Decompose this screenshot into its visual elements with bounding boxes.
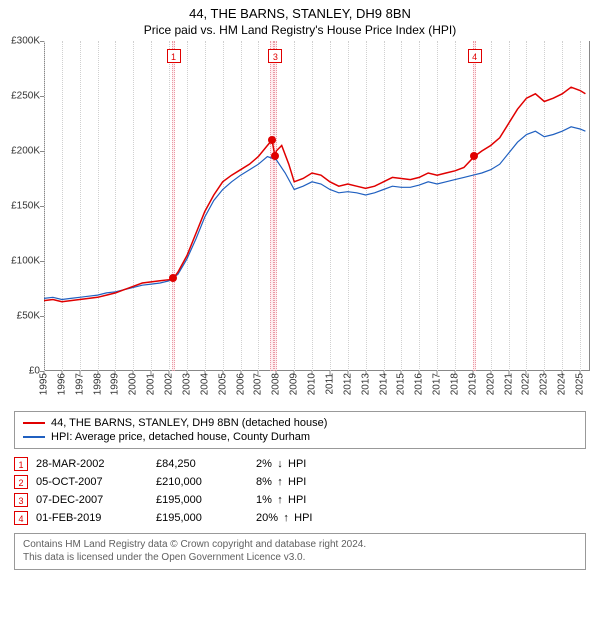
x-tick-label: 1997 [74, 373, 85, 395]
chart-plot-area: 134 £0£50K£100K£150K£200K£250K£300K [44, 41, 590, 371]
sale-id-box: 4 [14, 511, 28, 525]
x-tick-label: 2016 [414, 373, 425, 395]
x-tick-label: 1996 [56, 373, 67, 395]
x-tick-label: 2011 [324, 373, 335, 395]
sale-price: £210,000 [156, 476, 256, 488]
x-axis-labels: 1995199619971998199920002001200220032004… [44, 371, 590, 405]
sale-marker [169, 274, 177, 282]
x-tick-label: 2007 [253, 373, 264, 395]
x-tick-label: 2021 [503, 373, 514, 395]
sale-price: £195,000 [156, 512, 256, 524]
x-tick-label: 2004 [199, 373, 210, 395]
x-tick-label: 2003 [181, 373, 192, 395]
legend-swatch [23, 436, 45, 438]
sale-marker [271, 152, 279, 160]
y-tick-label: £100K [0, 255, 40, 266]
chart-subtitle: Price paid vs. HM Land Registry's House … [0, 23, 600, 41]
legend-item: 44, THE BARNS, STANLEY, DH9 8BN (detache… [23, 416, 577, 430]
x-tick-label: 2018 [449, 373, 460, 395]
sale-date: 01-FEB-2019 [36, 512, 156, 524]
x-tick-label: 2002 [164, 373, 175, 395]
sale-id-box: 3 [14, 493, 28, 507]
legend: 44, THE BARNS, STANLEY, DH9 8BN (detache… [14, 411, 586, 449]
x-tick-label: 1999 [110, 373, 121, 395]
x-tick-label: 2022 [521, 373, 532, 395]
x-tick-label: 1998 [92, 373, 103, 395]
sale-price: £84,250 [156, 458, 256, 470]
footer-attribution: Contains HM Land Registry data © Crown c… [14, 533, 586, 570]
legend-swatch [23, 422, 45, 424]
x-tick-label: 2019 [467, 373, 478, 395]
y-tick-label: £50K [0, 310, 40, 321]
chart-container: 44, THE BARNS, STANLEY, DH9 8BN Price pa… [0, 0, 600, 620]
legend-label: HPI: Average price, detached house, Coun… [51, 431, 310, 443]
x-tick-label: 2001 [146, 373, 157, 395]
sale-diff: 1% ↑ HPI [256, 494, 356, 506]
x-tick-label: 2000 [128, 373, 139, 395]
x-tick-label: 2023 [539, 373, 550, 395]
x-tick-label: 2010 [307, 373, 318, 395]
series-line [44, 87, 585, 302]
x-tick-label: 2025 [575, 373, 586, 395]
sale-row: 3 07-DEC-2007£195,0001% ↑ HPI [14, 491, 586, 509]
footer-line2: This data is licensed under the Open Gov… [23, 551, 577, 565]
x-tick-label: 1995 [39, 373, 50, 395]
x-tick-label: 2006 [235, 373, 246, 395]
y-tick-label: £200K [0, 145, 40, 156]
sale-date: 05-OCT-2007 [36, 476, 156, 488]
y-tick-label: £250K [0, 90, 40, 101]
legend-label: 44, THE BARNS, STANLEY, DH9 8BN (detache… [51, 417, 327, 429]
x-tick-label: 2008 [271, 373, 282, 395]
x-tick-label: 2005 [217, 373, 228, 395]
sale-row: 2 05-OCT-2007£210,0008% ↑ HPI [14, 473, 586, 491]
sale-diff: 8% ↑ HPI [256, 476, 356, 488]
x-tick-label: 2020 [485, 373, 496, 395]
sale-diff: 20% ↑ HPI [256, 512, 356, 524]
sale-date: 07-DEC-2007 [36, 494, 156, 506]
sales-table: 128-MAR-2002£84,2502% ↓ HPI205-OCT-2007£… [14, 455, 586, 527]
x-tick-label: 2017 [432, 373, 443, 395]
series-svg [44, 41, 589, 371]
x-tick-label: 2012 [342, 373, 353, 395]
sale-date: 28-MAR-2002 [36, 458, 156, 470]
x-tick-label: 2024 [557, 373, 568, 395]
sale-row: 1 28-MAR-2002£84,2502% ↓ HPI [14, 455, 586, 473]
sale-row: 4 01-FEB-2019£195,00020% ↑ HPI [14, 509, 586, 527]
x-tick-label: 2013 [360, 373, 371, 395]
sale-id-box: 1 [14, 457, 28, 471]
sale-price: £195,000 [156, 494, 256, 506]
sale-marker [470, 152, 478, 160]
series-line [44, 127, 585, 300]
footer-line1: Contains HM Land Registry data © Crown c… [23, 538, 577, 552]
chart-title: 44, THE BARNS, STANLEY, DH9 8BN [0, 0, 600, 23]
x-tick-label: 2014 [378, 373, 389, 395]
y-tick-label: £0 [0, 365, 40, 376]
x-tick-label: 2009 [289, 373, 300, 395]
sale-diff: 2% ↓ HPI [256, 458, 356, 470]
sale-id-box: 2 [14, 475, 28, 489]
sale-marker [268, 136, 276, 144]
legend-item: HPI: Average price, detached house, Coun… [23, 430, 577, 444]
y-tick-label: £300K [0, 35, 40, 46]
y-tick-label: £150K [0, 200, 40, 211]
x-tick-label: 2015 [396, 373, 407, 395]
